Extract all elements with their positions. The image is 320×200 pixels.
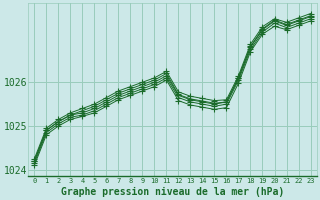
X-axis label: Graphe pression niveau de la mer (hPa): Graphe pression niveau de la mer (hPa) bbox=[61, 186, 284, 197]
